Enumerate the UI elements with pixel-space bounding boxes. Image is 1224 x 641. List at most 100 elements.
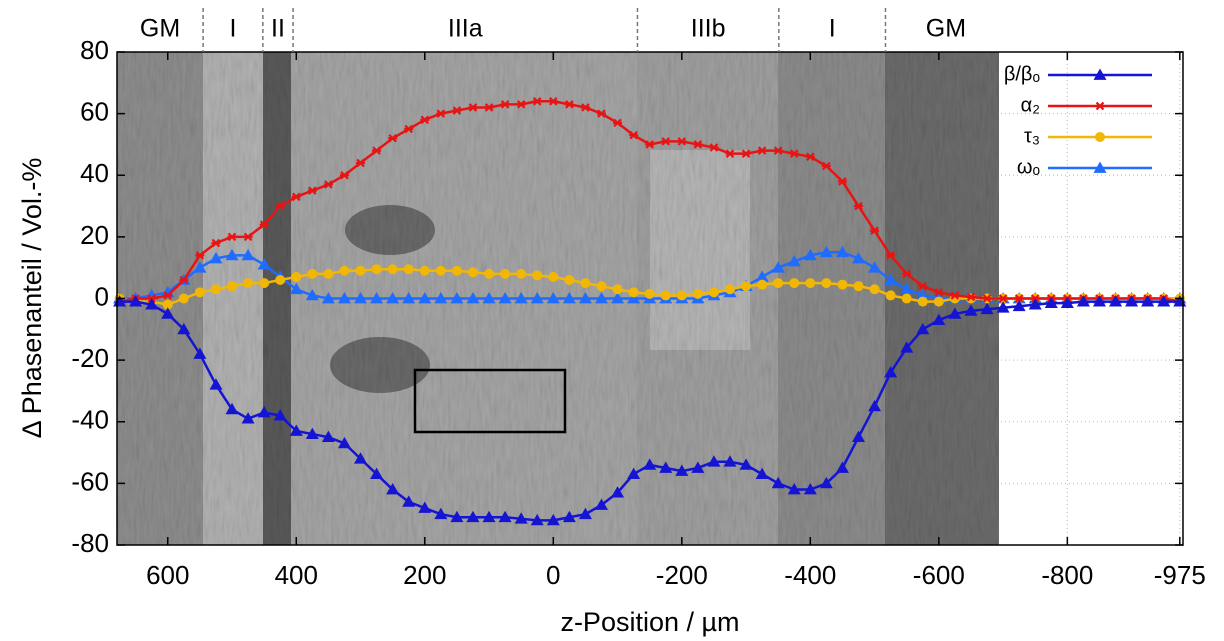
marker [289,282,303,295]
y-tick-label: 0 [95,281,109,311]
x-tick-label: -800 [1041,560,1093,590]
x-tick-label: 600 [146,560,189,590]
marker [402,495,416,507]
y-tick-label: 20 [80,220,109,250]
marker [645,140,655,149]
marker [594,498,608,510]
marker [289,424,303,436]
region-label: I [829,15,836,43]
legend-label: β/βₒ [1004,63,1040,85]
marker [787,483,801,495]
marker [241,248,255,261]
marker [916,322,930,335]
marker [129,295,143,307]
marker [323,268,334,279]
marker [530,292,544,304]
marker [434,507,448,520]
marker [466,292,480,304]
marker [466,510,480,523]
marker [771,261,785,273]
marker [611,486,625,498]
image-band [778,52,885,545]
marker [321,430,335,443]
marker [948,307,962,319]
marker [724,284,735,295]
marker [869,284,880,295]
marker [741,149,751,158]
marker [612,284,623,295]
marker [1157,295,1171,307]
marker [210,284,221,295]
marker [773,278,784,289]
marker [660,290,671,301]
marker [1014,294,1024,303]
marker [691,461,705,473]
marker [819,245,833,258]
marker [370,467,384,480]
marker [837,279,848,290]
y-tick-label: -60 [71,466,109,496]
marker [707,455,721,467]
marker [886,251,896,260]
marker [870,226,880,235]
marker [1125,295,1139,307]
marker [932,313,946,325]
region-label: II [271,15,285,43]
marker [580,278,591,289]
marker [355,265,366,276]
region-label: IIIb [691,15,726,43]
marker [532,97,542,106]
marker [257,406,271,418]
x-tick-label: -975 [1154,560,1206,590]
marker [757,279,768,290]
marker [436,109,446,118]
marker [372,146,382,155]
marker [644,288,655,299]
marker [548,271,559,282]
legend-label: α₂ [1021,94,1040,116]
marker [259,278,270,289]
marker [467,267,478,278]
marker [643,458,657,470]
marker [162,299,173,310]
marker [773,146,783,155]
marker [452,106,462,115]
marker [659,461,673,473]
marker [450,510,464,523]
marker [500,268,511,279]
marker [564,100,574,109]
marker [741,281,752,292]
marker [243,278,254,289]
image-feature [345,205,435,255]
marker [933,296,944,307]
y-tick-label: -20 [71,343,109,373]
marker [195,251,205,260]
marker [484,268,495,279]
marker [901,293,912,304]
marker [145,298,159,310]
marker [982,294,992,303]
image-feature [330,337,430,393]
marker [835,461,849,473]
marker [594,292,608,304]
marker [371,264,382,275]
y-tick-label: 80 [80,35,109,65]
x-tick-label: 200 [403,560,446,590]
marker [900,282,914,295]
y-tick-label: 60 [80,97,109,127]
marker [1028,298,1042,310]
marker [852,251,866,264]
marker [275,275,286,286]
marker [354,452,368,464]
marker [693,140,703,149]
x-tick-label: 400 [275,560,318,590]
marker [468,103,478,112]
marker [725,149,735,158]
marker [934,288,944,297]
marker [257,258,271,270]
y-tick-label: -80 [71,528,109,558]
marker [611,292,625,304]
marker [321,292,335,304]
marker [884,273,898,285]
